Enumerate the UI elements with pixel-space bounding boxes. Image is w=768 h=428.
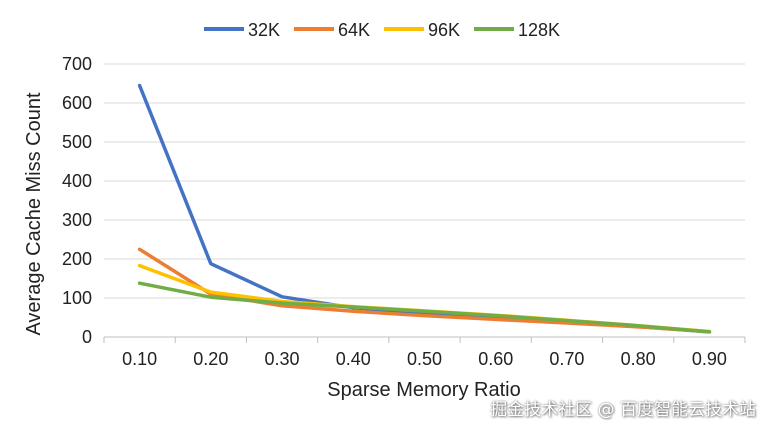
series-line-64k [137,247,712,334]
y-tick-label: 100 [62,288,92,308]
series-line-128k [137,281,712,334]
x-tick-label: 0.60 [478,349,513,369]
x-tick-label: 0.50 [407,349,442,369]
x-tick-label: 0.90 [692,349,727,369]
legend-label-128k: 128K [518,20,560,40]
y-tick-label: 200 [62,249,92,269]
legend-label-64k: 64K [338,20,370,40]
legend-label-32k: 32K [248,20,280,40]
legend-label-96k: 96K [428,20,460,40]
x-tick-label: 0.30 [265,349,300,369]
y-tick-label: 0 [82,327,92,347]
y-tick-label: 300 [62,210,92,230]
y-axis-title: Average Cache Miss Count [23,92,45,336]
x-tick-labels: 0.10 0.20 0.30 0.40 0.50 0.60 0.70 0.80 0.90 [122,349,727,369]
x-tick-label: 0.70 [549,349,584,369]
series-lines [137,83,712,334]
axes [103,336,746,343]
y-tick-label: 600 [62,93,92,113]
y-tick-labels: 0 100 200 300 400 500 600 700 [62,54,92,347]
watermark: 掘金技术社区 @ 百度智能云技术站 [490,400,756,420]
x-tick-label: 0.40 [336,349,371,369]
y-tick-label: 500 [62,132,92,152]
y-tick-label: 700 [62,54,92,74]
x-tick-label: 0.20 [193,349,228,369]
x-tick-label: 0.10 [122,349,157,369]
legend: 32K 64K 96K 128K [204,20,560,40]
y-tick-label: 400 [62,171,92,191]
x-tick-label: 0.80 [621,349,656,369]
gridlines [104,63,745,299]
x-axis-title: Sparse Memory Ratio [327,379,520,401]
